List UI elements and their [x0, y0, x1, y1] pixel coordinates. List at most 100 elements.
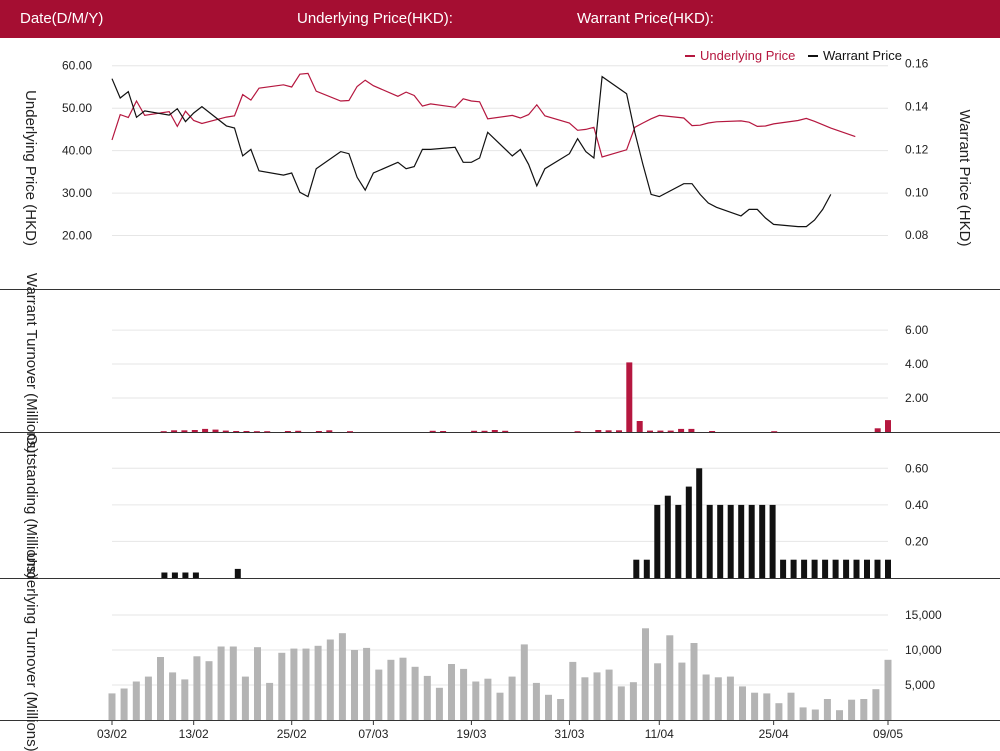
underlying-turnover-bar: [399, 657, 407, 720]
underlying-turnover-bar: [775, 703, 783, 720]
outstanding-bar: [853, 559, 860, 578]
chart-legend: Underlying Price Warrant Price: [685, 48, 902, 63]
warrant-turnover-bar: [616, 430, 622, 432]
warrant-turnover-tick-label: 4.00: [905, 357, 929, 371]
underlying-turnover-bar: [120, 688, 128, 720]
x-tick-label: 07/03: [358, 727, 388, 741]
underlying-turnover-bar: [799, 707, 807, 720]
underlying-turnover-bar: [169, 672, 177, 720]
underlying-turnover-bar: [714, 677, 722, 720]
x-tick-label: 25/02: [277, 727, 307, 741]
outstanding-axis-title: Outstanding (Millions): [23, 433, 40, 578]
underlying-turnover-bar: [229, 646, 237, 720]
underlying-turnover-bar: [387, 659, 395, 720]
underlying-turnover-bar: [557, 699, 565, 720]
underlying-turnover-bar: [241, 676, 249, 720]
x-tick-label: 03/02: [97, 727, 127, 741]
warrant-turnover-bar: [202, 428, 209, 432]
underlying-turnover-bar: [423, 675, 431, 720]
outstanding-bar: [696, 468, 703, 578]
underlying-turnover-bar: [654, 663, 662, 720]
warrant-chart: Underlying Price Warrant Price Underlyin…: [0, 48, 1000, 751]
warrant-turnover-bar: [440, 431, 447, 432]
warrant-turnover-tick-label: 2.00: [905, 391, 929, 405]
outstanding-bar: [790, 559, 797, 578]
underlying-turnover-bar: [217, 646, 225, 720]
warrant-turnover-bar: [315, 431, 322, 432]
underlying-turnover-bar: [375, 669, 383, 720]
underlying-turnover-bar: [726, 676, 734, 720]
underlying-turnover-bar: [484, 678, 492, 720]
price-lines: [111, 72, 856, 228]
underlying-turnover-bar: [751, 692, 759, 720]
underlying-turnover-bar: [278, 652, 286, 720]
warrant-turnover-bar: [222, 430, 229, 432]
outstanding-bar: [769, 504, 776, 578]
outstanding-bar: [780, 559, 787, 578]
x-tick-label: 25/04: [759, 727, 789, 741]
underlying-turnover-bar: [545, 694, 552, 720]
warrant-turnover-bar: [284, 431, 291, 432]
warrant-turnover-bar: [574, 431, 581, 433]
warrant-turnover-bar: [885, 420, 891, 432]
underlying-turnover-bar: [314, 645, 322, 720]
warrant-turnover-bar: [491, 430, 498, 432]
underlying-turnover-bar: [338, 633, 346, 720]
right-axis-tick-label: 0.16: [905, 57, 929, 71]
warrant-price-axis-title: Warrant Price (HKD): [956, 110, 973, 247]
outstanding-bar: [811, 559, 818, 578]
underlying-turnover-bar: [811, 709, 819, 720]
left-axis-tick-label: 50.00: [62, 101, 92, 115]
underlying-turnover-bar: [144, 676, 152, 720]
underlying-turnover-bar: [411, 666, 419, 720]
underlying-turnover-bar: [290, 648, 298, 720]
underlying-turnover-bar: [351, 650, 358, 720]
underlying-turnover-bar: [787, 692, 795, 720]
underlying-turnover-bar: [860, 699, 868, 720]
warrant-turnover-bar: [160, 431, 167, 433]
underlying-turnover-bar: [181, 679, 189, 720]
underlying-turnover-bar: [642, 628, 649, 720]
underlying-turnover-bar: [629, 682, 637, 720]
outstanding-bar: [654, 504, 661, 578]
outstanding-bar: [685, 486, 692, 578]
warrant-turnover-bar: [667, 430, 674, 432]
underlying-turnover-bar: [496, 692, 504, 720]
underlying-turnover-bar: [823, 699, 831, 720]
outstanding-tick-label: 0.40: [905, 498, 929, 512]
warrant-turnover-bar: [326, 430, 333, 432]
left-axis-tick-label: 30.00: [62, 186, 92, 200]
legend-warrant-label: Warrant Price: [823, 48, 902, 63]
underlying-turnover-bar: [763, 693, 771, 720]
outstanding-tick-label: 0.20: [905, 534, 929, 548]
underlying-turnover-bar: [739, 686, 746, 720]
right-axis-tick-label: 0.10: [905, 185, 929, 199]
underlying-turnover-bar: [193, 656, 201, 720]
underlying-turnover-bar: [508, 676, 516, 720]
underlying-turnover-bar: [326, 639, 334, 720]
x-tick-label: 31/03: [554, 727, 584, 741]
underlying-turnover-bar: [617, 686, 625, 720]
warrant-turnover-bar: [605, 430, 612, 432]
outstanding-bar: [801, 559, 808, 578]
x-tick-label: 09/05: [873, 727, 903, 741]
underlying-turnover-bar: [448, 664, 455, 720]
outstanding-bar: [664, 495, 671, 578]
underlying-price-line: [111, 72, 856, 158]
left-axis-tick-label: 40.00: [62, 144, 92, 158]
outstanding-bar: [633, 559, 640, 578]
warrant-turnover-bar: [471, 430, 478, 432]
underlying-turnover-bar: [266, 682, 274, 720]
underlying-turnover-bar: [205, 661, 213, 720]
warrant-turnover-bar: [171, 430, 178, 432]
underlying-turnover-bar: [472, 681, 480, 720]
warrant-turnover-axis-title: Warrant Turnover (Millions): [23, 273, 40, 453]
outstanding-bar: [675, 504, 682, 578]
warrant-turnover-bar: [347, 431, 353, 433]
outstanding-bar: [182, 572, 189, 578]
underlying-turnover-bar: [836, 710, 843, 720]
outstanding-bar: [759, 504, 766, 578]
x-tick-label: 11/04: [645, 727, 674, 741]
underlying-turnover-bar: [848, 699, 856, 720]
outstanding-bar: [738, 504, 745, 578]
